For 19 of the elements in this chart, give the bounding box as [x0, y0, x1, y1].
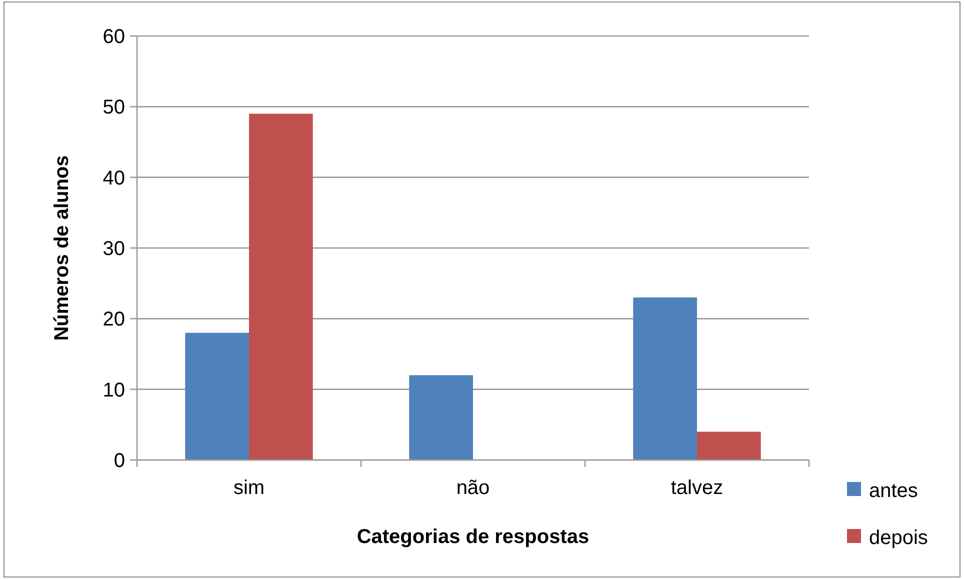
y-tick-label: 0 — [114, 450, 125, 472]
bar — [633, 297, 697, 460]
x-tick-label: sim — [233, 477, 265, 499]
legend-label: antes — [869, 480, 918, 502]
y-tick-label: 40 — [102, 167, 125, 190]
bar — [697, 432, 761, 460]
x-axis-title: Categorias de respostas — [356, 526, 590, 548]
y-tick-label: 50 — [102, 96, 125, 119]
bar — [185, 332, 249, 460]
y-tick-label: 60 — [102, 26, 125, 48]
y-axis-title: Números de alunos — [51, 155, 73, 341]
y-tick-label: 20 — [102, 308, 125, 331]
x-tick-label: talvez — [670, 477, 724, 499]
legend-label: depois — [869, 527, 928, 549]
y-tick-label: 10 — [102, 379, 125, 402]
x-tick-label: não — [456, 477, 490, 499]
bar — [249, 114, 313, 460]
bar — [409, 375, 473, 460]
y-tick-label: 30 — [102, 238, 125, 260]
